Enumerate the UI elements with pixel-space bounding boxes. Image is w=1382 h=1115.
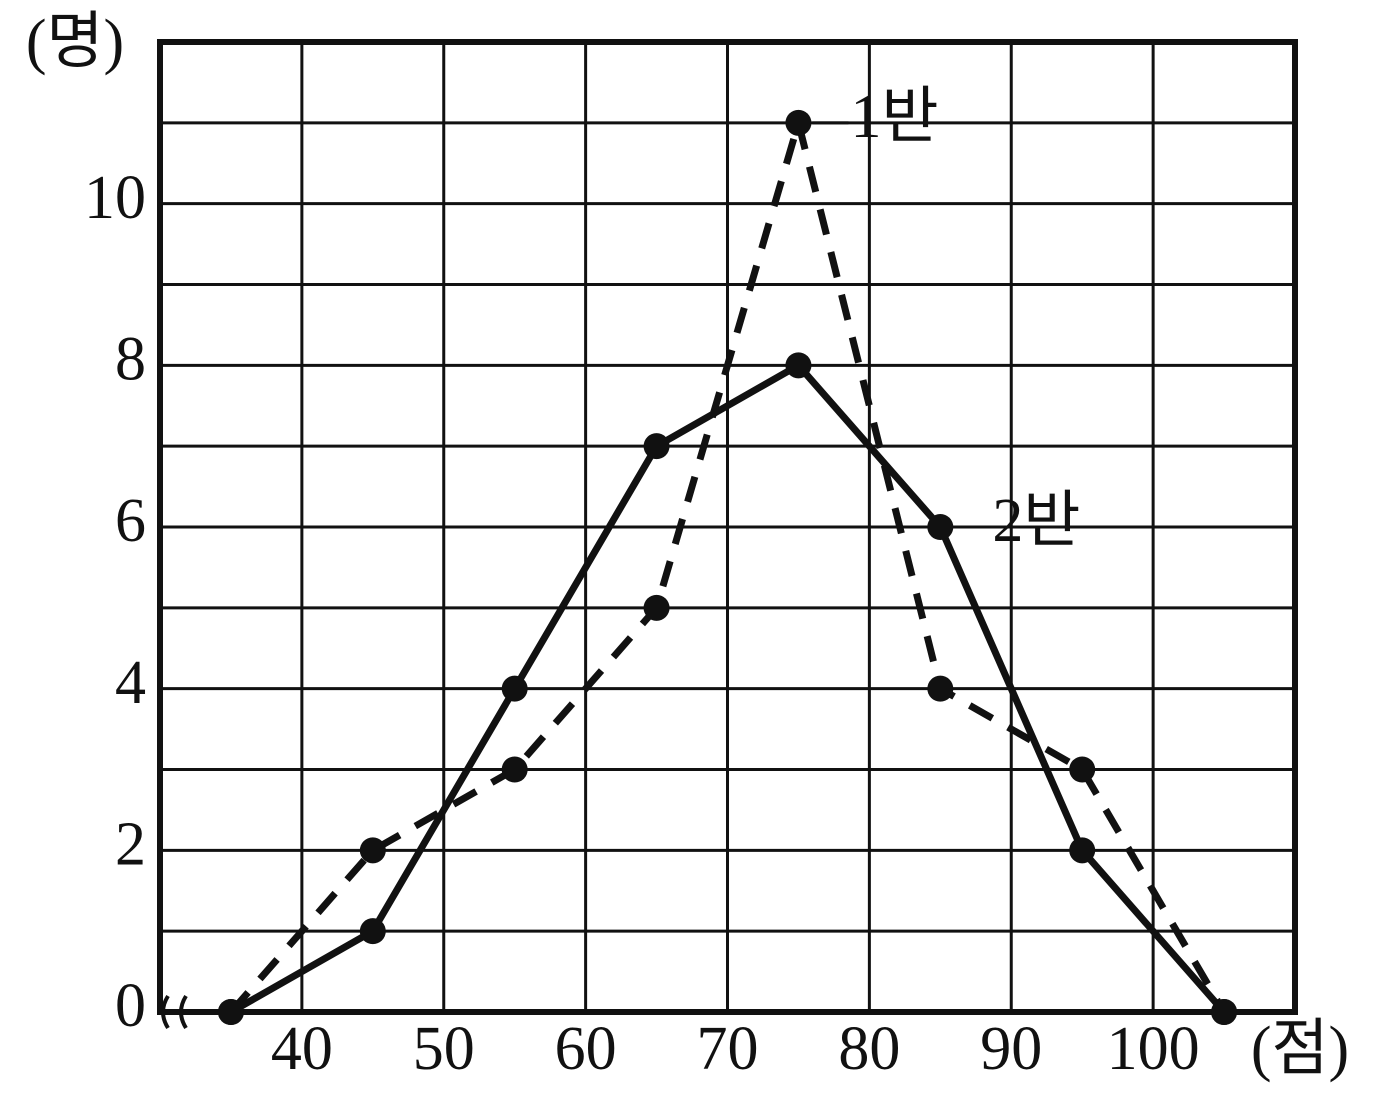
x-axis-label: (점) — [1251, 1015, 1349, 1083]
data-point — [217, 999, 244, 1025]
y-tick-label: 0 — [115, 972, 146, 1040]
x-tick-label: 100 — [1107, 1015, 1200, 1083]
data-point — [1069, 837, 1096, 864]
y-tick-label: 8 — [115, 326, 146, 394]
y-tick-label: 2 — [115, 811, 146, 879]
x-tick-label: 60 — [555, 1015, 617, 1083]
x-tick-label: 70 — [697, 1015, 759, 1083]
series-label: 1반 — [850, 83, 938, 151]
data-point — [1211, 999, 1238, 1025]
series-label: 2반 — [992, 487, 1080, 555]
series-line — [228, 109, 1228, 1015]
y-tick-label: 6 — [115, 487, 146, 555]
data-point — [927, 675, 954, 702]
data-point — [643, 594, 670, 621]
x-tick-label: 40 — [271, 1015, 333, 1083]
data-point — [785, 109, 812, 136]
y-axis-label: (명) — [26, 8, 124, 76]
y-tick-label: 10 — [84, 164, 146, 232]
data-point — [1069, 756, 1096, 783]
data-point — [359, 837, 386, 864]
data-point — [927, 514, 954, 540]
x-tick-label: 80 — [838, 1015, 900, 1083]
data-point — [359, 918, 386, 945]
data-point — [643, 433, 670, 460]
y-tick-label: 4 — [115, 649, 146, 717]
data-point — [501, 675, 528, 702]
plot-frame — [157, 39, 1298, 1015]
data-point — [785, 352, 812, 379]
data-point — [501, 756, 528, 783]
x-tick-label: 90 — [980, 1015, 1042, 1083]
x-tick-label: 50 — [413, 1015, 475, 1083]
series-line — [229, 360, 1227, 1016]
